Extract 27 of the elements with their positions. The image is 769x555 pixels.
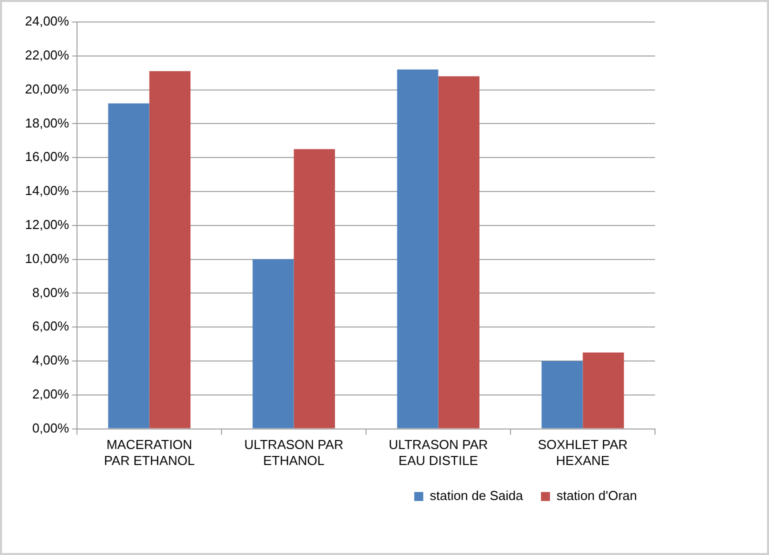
bar xyxy=(397,69,438,428)
x-tick-label: MACERATION PAR ETHANOL xyxy=(104,437,195,468)
y-tick-label: 0,00% xyxy=(32,420,70,436)
y-tick-label: 12,00% xyxy=(24,216,70,232)
y-tick-label: 18,00% xyxy=(24,115,70,130)
y-tick-label: 2,00% xyxy=(32,386,70,402)
y-tick-label: 6,00% xyxy=(32,318,70,334)
bar xyxy=(252,259,294,428)
legend-label: station de Saida xyxy=(430,488,524,504)
bar xyxy=(542,361,583,428)
bar xyxy=(108,103,150,428)
x-tick-label: ULTRASON PAR ETHANOL xyxy=(244,437,344,468)
x-tick-label: ULTRASON PAR EAU DISTILE xyxy=(388,437,488,468)
y-tick-label: 20,00% xyxy=(24,81,70,96)
bar xyxy=(582,352,624,428)
bar xyxy=(149,71,191,428)
y-tick-label: 14,00% xyxy=(24,183,70,198)
y-tick-label: 4,00% xyxy=(32,352,70,368)
y-tick-label: 8,00% xyxy=(32,284,70,300)
y-tick-label: 24,00% xyxy=(24,14,70,29)
y-tick-label: 16,00% xyxy=(24,149,70,164)
legend-label: station d'Oran xyxy=(556,488,638,504)
bar xyxy=(294,149,335,428)
bar xyxy=(438,76,480,428)
y-tick-label: 10,00% xyxy=(24,250,70,266)
y-tick-label: 22,00% xyxy=(24,47,70,62)
x-tick-label: SOXHLET PAR HEXANE xyxy=(538,437,628,468)
